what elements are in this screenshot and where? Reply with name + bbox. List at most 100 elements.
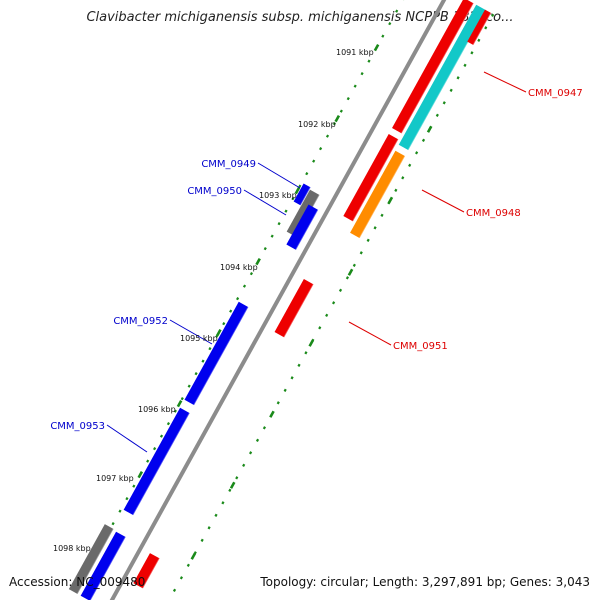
kbp-labels: 1091 kbp 1092 kbp 1093 kbp 1094 kbp 1095 kbp… [53,48,374,553]
backbone-line [109,0,447,600]
tick-dot [208,347,212,351]
feature-body [80,531,126,600]
tick-dot [228,488,232,492]
feature-body [467,9,492,45]
feature-highlight [299,187,312,206]
tick-dot [359,251,363,255]
feature-highlight [89,536,127,600]
feature-body [286,189,320,237]
tick-dot [201,359,205,363]
feature-highlight [193,306,250,406]
major-tick [255,257,261,266]
label-leaders [106,71,527,453]
map-title: Clavibacter michiganensis subsp. michiga… [86,10,514,25]
backbone [109,0,447,600]
tick-dot [394,188,398,192]
tick-dot [366,238,370,242]
tick-dot [180,397,184,401]
leader-line [106,424,148,453]
kbp-label: 1095 kbp [180,334,218,343]
tick-dot [242,284,247,288]
tick-dot [235,476,239,480]
gene-label: CMM_0951 [393,341,448,352]
feature-cmm0948 [350,150,406,239]
tick-dot [166,422,170,426]
tick-dot [221,501,225,505]
tick-dot [325,313,329,317]
tick-dot [249,451,253,455]
feature-body [392,0,474,134]
tick-dot [249,272,253,276]
feature-cmm0951 [274,279,315,338]
genome-info-text: Topology: circular; Length: 3,297,891 bp… [260,575,590,589]
tick-dot [305,172,309,176]
tick-dot [367,59,371,63]
feature-body [293,183,311,206]
tick-dot [353,84,357,88]
tick-dot [325,134,330,138]
major-tick [334,114,341,123]
gene-labels: CMM_0947 CMM_0948 CMM_0951 CMM_0949 CMM_0950… [50,88,582,432]
tick-dot [332,122,336,126]
major-tick [190,552,197,560]
feature-body [398,4,486,151]
tick-dot [339,109,343,113]
kbp-label: 1092 kbp [298,120,336,129]
feature-highlight [142,558,161,589]
tick-dot [415,151,419,155]
feature-small-red [133,553,161,589]
feature-cmm0947c [467,9,492,46]
feature-cmm0948-red [343,133,399,222]
leader-line [169,319,213,345]
kbp-label: 1094 kbp [220,263,258,272]
feature-cmm0952 [184,301,250,406]
feature-body [123,407,190,516]
tick-marks [76,0,495,592]
tick-dot [304,351,308,355]
gene-label: CMM_0952 [113,316,168,327]
tick-dot [146,459,150,463]
tick-dot [111,522,115,526]
feature-bottom-gray [68,524,115,595]
major-tick [347,268,354,276]
tick-dot [194,372,198,376]
feature-cmm0949b [293,183,312,206]
tick-dot [477,38,481,42]
tick-dot [319,147,323,151]
accession-text: Accession: NC_009480 [9,575,146,589]
tick-dot [332,301,336,305]
tick-dot [276,401,280,405]
tick-dot [408,163,412,167]
gene-label: CMM_0950 [187,186,242,197]
feature-body [343,133,399,222]
tick-dot [290,376,294,380]
feature-highlight [352,138,399,222]
tick-dot [242,463,246,467]
major-tick [426,125,433,133]
tick-dot [338,288,343,292]
leader-line [421,189,465,213]
tick-dot [381,34,385,38]
tick-dot [442,101,446,105]
feature-body [286,204,319,250]
tick-dot [277,222,281,226]
tick-dot [395,9,399,13]
kbp-label: 1098 kbp [53,544,91,553]
feature-highlight [132,412,191,516]
leader-line [257,162,301,189]
tick-dot [297,363,301,367]
tick-dot [262,426,266,430]
tick-dot [125,497,129,501]
tick-dot [456,76,460,80]
feature-highlight [76,528,115,595]
tick-dot [318,326,322,330]
feature-body [68,524,114,595]
kbp-label: 1091 kbp [336,48,374,57]
feature-body [274,279,314,338]
major-tick [137,470,144,479]
tick-dot [470,51,474,55]
feature-bottom-blue [80,531,127,600]
feature-body [184,301,249,406]
major-tick [269,410,275,418]
